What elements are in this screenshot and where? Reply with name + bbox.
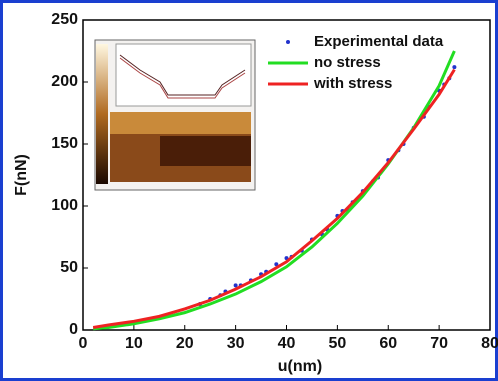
x-tick-label: 50	[328, 335, 346, 352]
x-axis-label: u(nm)	[278, 358, 322, 375]
x-tick-label: 70	[430, 335, 448, 352]
afm-image	[110, 112, 251, 134]
y-axis-label: F(nN)	[13, 154, 30, 196]
x-tick-label: 30	[227, 335, 245, 352]
x-tick-label: 60	[379, 335, 397, 352]
legend-label: no stress	[314, 54, 381, 71]
afm-image	[160, 136, 251, 166]
x-tick-label: 20	[176, 335, 194, 352]
color-bar	[96, 44, 108, 184]
y-tick-label: 50	[60, 259, 78, 276]
y-tick-label: 200	[51, 73, 78, 90]
y-tick-label: 0	[69, 321, 78, 338]
x-tick-label: 40	[278, 335, 296, 352]
x-tick-label: 10	[125, 335, 143, 352]
y-tick-label: 250	[51, 11, 78, 28]
chart: u(nm) F(nN) 0 10 20 30 40 50 60 70 80 0 50 100 150 20…	[0, 0, 498, 381]
legend-label: with stress	[313, 75, 392, 92]
y-tick-label: 150	[51, 135, 78, 152]
y-tick-label: 100	[51, 197, 78, 214]
legend-label: Experimental data	[314, 33, 444, 50]
profile-box	[116, 44, 251, 106]
data-point	[452, 65, 456, 69]
x-tick-label: 0	[79, 335, 88, 352]
x-tick-label: 80	[481, 335, 498, 352]
afm-inset	[95, 40, 255, 190]
legend-marker	[286, 40, 290, 44]
